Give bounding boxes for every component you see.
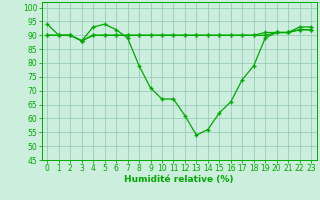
X-axis label: Humidité relative (%): Humidité relative (%) (124, 175, 234, 184)
